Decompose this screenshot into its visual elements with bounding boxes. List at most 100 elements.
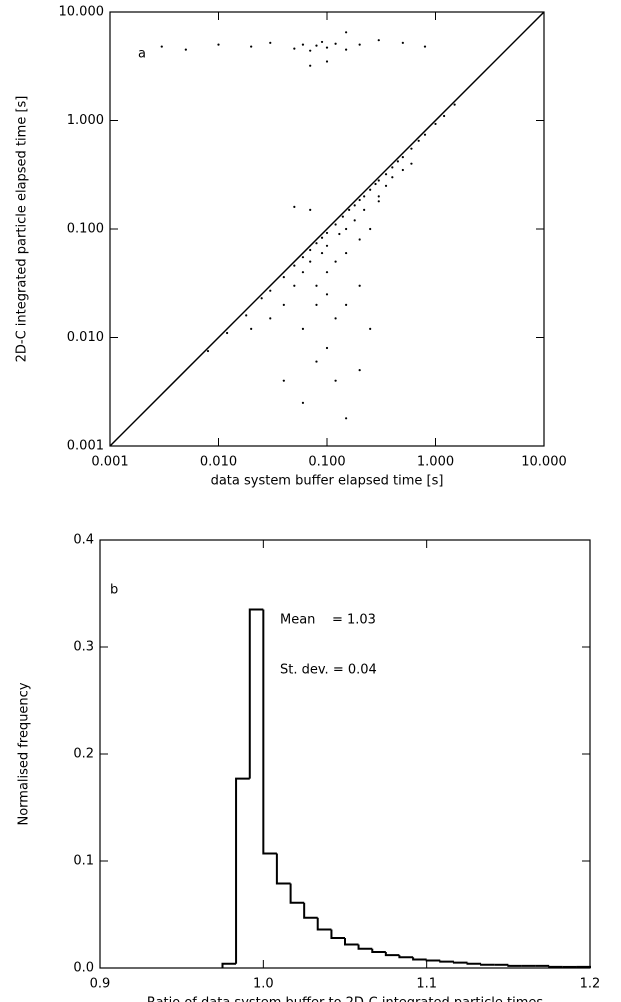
scatter-point xyxy=(423,45,427,48)
scatter-point xyxy=(334,223,337,226)
scatter-point xyxy=(417,139,420,142)
scatter-point xyxy=(358,369,361,372)
scatter-point xyxy=(410,147,413,150)
scatter-point xyxy=(325,231,329,235)
scatter-point xyxy=(338,232,341,236)
plot-frame xyxy=(99,539,591,969)
y-axis-label: Normalised frequency xyxy=(17,682,32,825)
scatter-point xyxy=(345,251,348,255)
scatter-point xyxy=(269,289,272,292)
histogram-step xyxy=(439,960,454,963)
annotation: St. dev. = 0.04 xyxy=(280,663,377,678)
scatter-point xyxy=(315,303,318,306)
scatter-point xyxy=(363,195,366,198)
y-tick-label: 0.3 xyxy=(73,640,94,655)
scatter-point xyxy=(401,41,404,44)
scatter-point xyxy=(358,284,361,287)
scatter-point xyxy=(250,45,253,48)
x-tick-label: 0.100 xyxy=(308,455,345,470)
scatter-point xyxy=(325,60,329,63)
histogram-step xyxy=(384,951,400,957)
scatter-point xyxy=(315,44,318,47)
scatter-point xyxy=(325,46,329,49)
scatter-point xyxy=(309,208,312,211)
scatter-point xyxy=(401,155,404,159)
scatter-point xyxy=(396,160,399,163)
scatter-point xyxy=(325,271,329,274)
scatter-point xyxy=(325,293,329,296)
histogram-step xyxy=(412,957,427,961)
scatter-point xyxy=(334,317,337,320)
scatter-point xyxy=(345,227,348,231)
y-tick-label: 10.000 xyxy=(59,5,105,20)
x-tick-label: 1.2 xyxy=(580,977,601,992)
scatter-point xyxy=(282,303,285,306)
y-tick-label: 0.100 xyxy=(67,222,104,237)
scatter-point xyxy=(301,401,305,404)
x-tick-label: 0.001 xyxy=(91,455,128,470)
scatter-point xyxy=(301,327,305,331)
scatter-point xyxy=(341,215,344,218)
scatter-point xyxy=(301,43,305,46)
annotation: Mean = 1.03 xyxy=(280,613,376,628)
scatter-point xyxy=(358,198,361,202)
x-tick-label: 1.1 xyxy=(416,977,437,992)
scatter-point xyxy=(309,260,312,263)
scatter-point xyxy=(260,297,263,300)
histogram-step xyxy=(371,948,386,953)
x-tick-label: 0.9 xyxy=(90,977,111,992)
y-tick-label: 1.000 xyxy=(67,113,104,128)
scatter-point xyxy=(374,182,377,186)
x-tick-label: 10.000 xyxy=(521,455,567,470)
y-axis-label: 2D-C integrated particle elapsed time [s… xyxy=(15,96,30,363)
scatter-point xyxy=(377,195,380,198)
x-axis-label: Ratio of data system buffer to 2D-C inte… xyxy=(147,996,544,1002)
scatter-point xyxy=(353,219,356,222)
histogram-step xyxy=(235,777,250,964)
scatter-point xyxy=(377,39,380,42)
scatter-point xyxy=(369,227,372,231)
scatter-point xyxy=(410,162,413,165)
histogram-step xyxy=(507,964,522,967)
scatter-point xyxy=(315,284,318,287)
histogram-step xyxy=(262,609,277,855)
scatter-point xyxy=(160,45,163,48)
histogram-step xyxy=(316,917,332,931)
scatter-point xyxy=(293,264,296,267)
scatter-point xyxy=(384,184,388,187)
scatter-point xyxy=(358,43,361,46)
scatter-point xyxy=(269,41,272,44)
scatter-point xyxy=(293,47,296,50)
scatter-point xyxy=(358,238,361,241)
scatter-point xyxy=(315,360,318,363)
scatter-point xyxy=(320,251,324,255)
y-tick-label: 0.010 xyxy=(67,330,104,345)
scatter-point xyxy=(363,208,366,211)
scatter-point xyxy=(391,176,394,179)
scatter-point xyxy=(293,205,296,208)
scatter-point xyxy=(345,31,348,34)
scatter-point xyxy=(391,166,394,169)
scatter-point xyxy=(269,317,272,320)
scatter-point xyxy=(315,242,318,245)
scatter-point xyxy=(325,244,329,247)
scatter-point xyxy=(453,103,456,106)
scatter-point xyxy=(282,379,285,382)
scatter-point xyxy=(217,43,220,46)
x-tick-label: 1.0 xyxy=(253,977,274,992)
y-tick-label: 0.001 xyxy=(67,439,104,454)
histogram-step xyxy=(480,963,495,966)
histogram-step xyxy=(330,929,345,940)
scatter-point xyxy=(320,40,324,44)
panel-label: a xyxy=(138,47,146,62)
scatter-point xyxy=(225,331,229,335)
scatter-point xyxy=(325,346,329,350)
x-axis-label: data system buffer elapsed time [s] xyxy=(211,474,444,489)
scatter-point xyxy=(345,303,348,306)
histogram-step xyxy=(466,962,482,965)
histogram-step xyxy=(344,938,359,946)
scatter-point xyxy=(434,122,437,126)
scatter-point xyxy=(309,248,312,252)
scatter-point xyxy=(334,260,337,263)
